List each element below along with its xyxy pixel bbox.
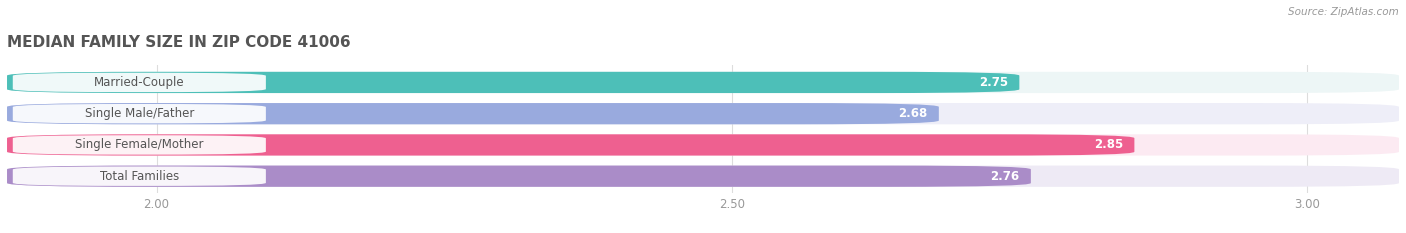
- Text: 2.68: 2.68: [898, 107, 928, 120]
- FancyBboxPatch shape: [13, 167, 266, 186]
- Text: 2.75: 2.75: [979, 76, 1008, 89]
- FancyBboxPatch shape: [7, 72, 1399, 93]
- Text: 2.85: 2.85: [1094, 138, 1123, 151]
- FancyBboxPatch shape: [7, 134, 1399, 156]
- FancyBboxPatch shape: [13, 135, 266, 155]
- FancyBboxPatch shape: [13, 73, 266, 92]
- Text: Total Families: Total Families: [100, 170, 179, 183]
- Text: MEDIAN FAMILY SIZE IN ZIP CODE 41006: MEDIAN FAMILY SIZE IN ZIP CODE 41006: [7, 35, 350, 50]
- Text: Married-Couple: Married-Couple: [94, 76, 184, 89]
- FancyBboxPatch shape: [7, 166, 1399, 187]
- FancyBboxPatch shape: [13, 104, 266, 123]
- Text: Single Female/Mother: Single Female/Mother: [75, 138, 204, 151]
- Text: Source: ZipAtlas.com: Source: ZipAtlas.com: [1288, 7, 1399, 17]
- FancyBboxPatch shape: [7, 72, 1019, 93]
- FancyBboxPatch shape: [7, 103, 1399, 124]
- Text: Single Male/Father: Single Male/Father: [84, 107, 194, 120]
- FancyBboxPatch shape: [7, 166, 1031, 187]
- FancyBboxPatch shape: [7, 134, 1135, 156]
- FancyBboxPatch shape: [7, 103, 939, 124]
- Text: 2.76: 2.76: [990, 170, 1019, 183]
